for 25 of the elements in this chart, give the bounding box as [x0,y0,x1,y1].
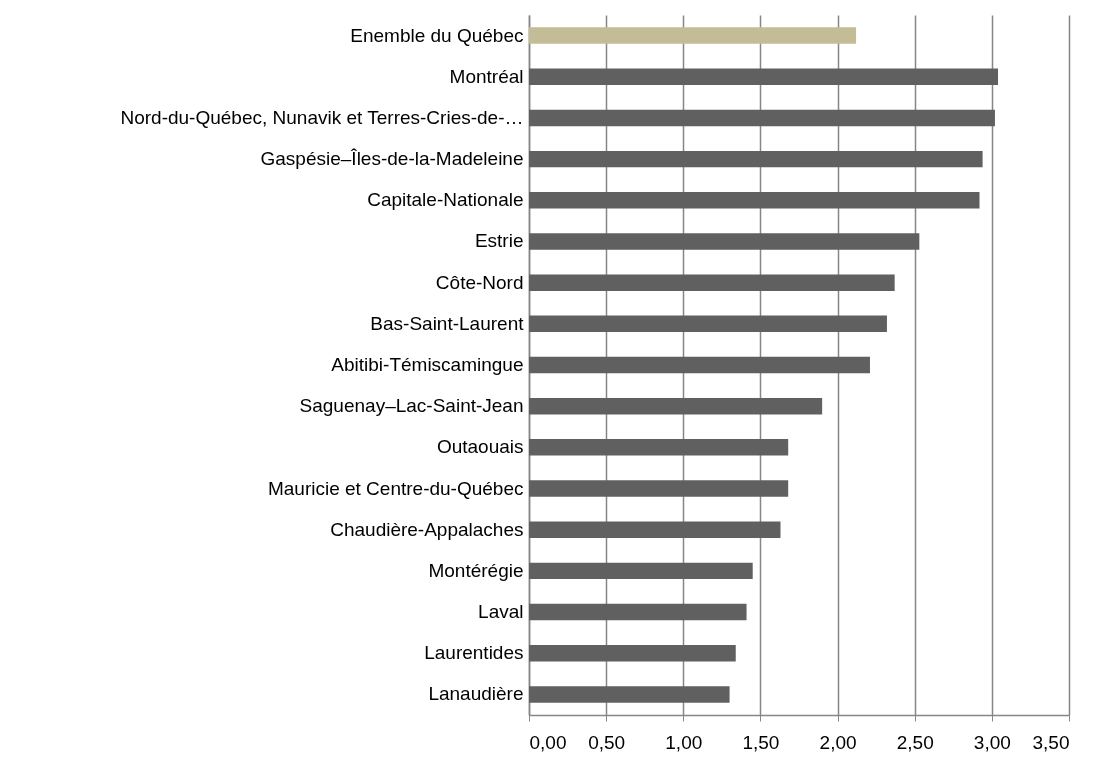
x-tick-label: 1,00 [665,731,703,753]
y-tick-label: Chaudière-Appalaches [330,518,524,540]
y-tick-label: Montérégie [428,559,524,581]
y-tick-label: Montréal [449,65,524,87]
y-tick-label: Abitibi-Témiscamingue [331,354,524,375]
x-tick-label: 1,50 [742,731,780,753]
y-tick-label: Lanaudière [428,683,524,705]
y-tick-label: Gaspésie–Îles-de-la-Madeleine [260,148,524,170]
x-tick-label: 2,50 [896,731,934,753]
y-tick-label: Mauricie et Centre-du-Québec [267,477,524,499]
x-tick-label: 2,00 [819,731,857,753]
x-tick-label: 3,50 [1032,731,1070,753]
y-tick-label: Laurentides [424,642,524,664]
y-tick-label: Enemble du Québec [350,24,524,46]
y-tick-label: Nord-du-Québec, Nunavik et Terres-Cries-de-… [120,106,524,128]
x-tick-label: 0,50 [588,731,626,753]
y-tick-label: Outaouais [436,436,524,458]
y-tick-label: Saguenay–Lac-Saint-Jean [299,395,524,417]
x-tick-label: 0,00 [529,731,567,753]
y-tick-label: Capitale-Nationale [367,189,524,211]
x-tick-label: 3,00 [973,731,1011,753]
y-tick-label: Laval [478,601,524,623]
y-tick-label: Bas-Saint-Laurent [370,312,525,334]
y-tick-label: Côte-Nord [435,271,524,293]
y-tick-label: Estrie [474,230,524,252]
